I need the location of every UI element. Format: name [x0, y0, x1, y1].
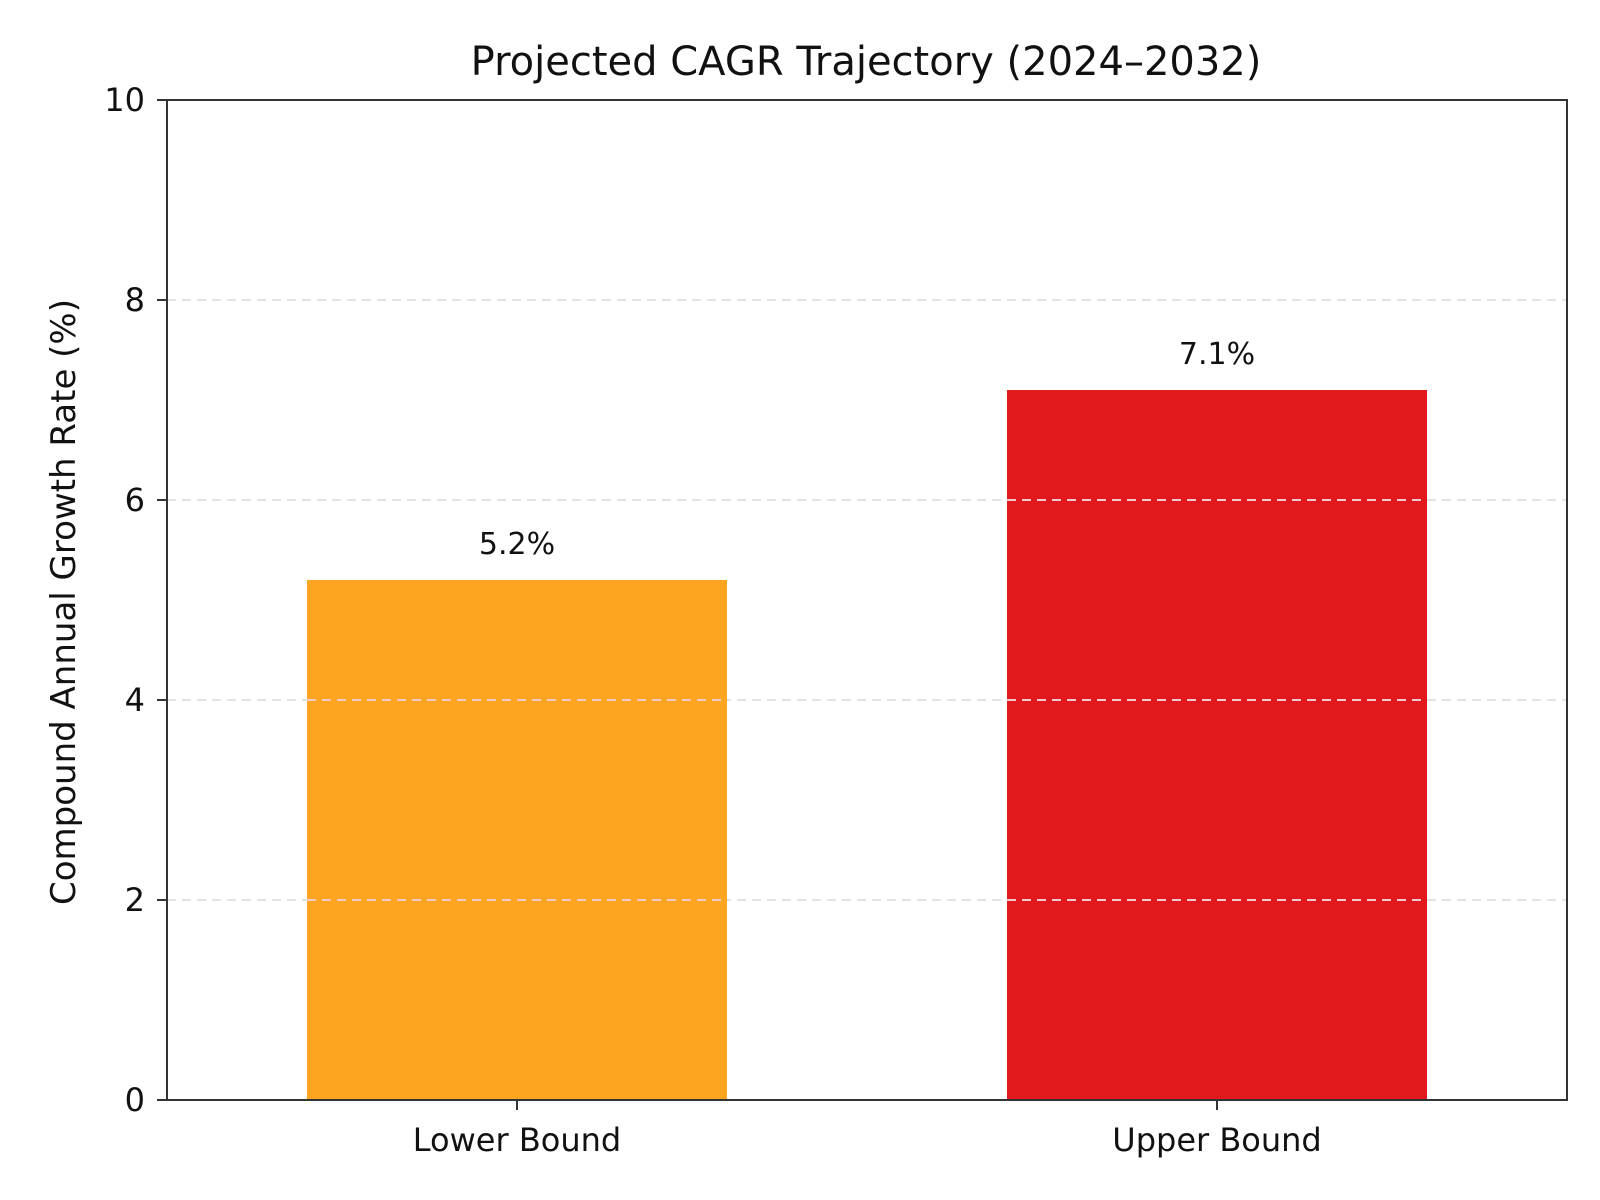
x-tick-label: Lower Bound	[413, 1121, 621, 1159]
grid-lines-over-bars	[307, 499, 1427, 901]
x-axis-ticks: Lower Bound Upper Bound	[413, 1100, 1322, 1159]
y-tick-label: 10	[104, 81, 145, 119]
plot-area-frame	[166, 99, 1568, 1101]
chart-title: Projected CAGR Trajectory (2024–2032)	[471, 39, 1262, 85]
data-label: 7.1%	[1179, 337, 1255, 372]
y-tick-label: 4	[125, 681, 145, 719]
y-tick-label: 6	[125, 481, 145, 519]
data-labels: 5.2% 7.1%	[479, 337, 1255, 562]
bars	[307, 390, 1427, 1100]
x-tick-label: Upper Bound	[1112, 1121, 1321, 1159]
y-tick-label: 0	[125, 1081, 145, 1119]
y-tick-label: 2	[125, 881, 145, 919]
bar-upper-bound	[1007, 390, 1427, 1100]
bar-lower-bound	[307, 580, 727, 1100]
y-axis-ticks: 0 2 4 6 8 10	[104, 81, 167, 1119]
y-tick-label: 8	[125, 281, 145, 319]
y-axis-label: Compound Annual Growth Rate (%)	[44, 299, 84, 905]
data-label: 5.2%	[479, 527, 555, 562]
